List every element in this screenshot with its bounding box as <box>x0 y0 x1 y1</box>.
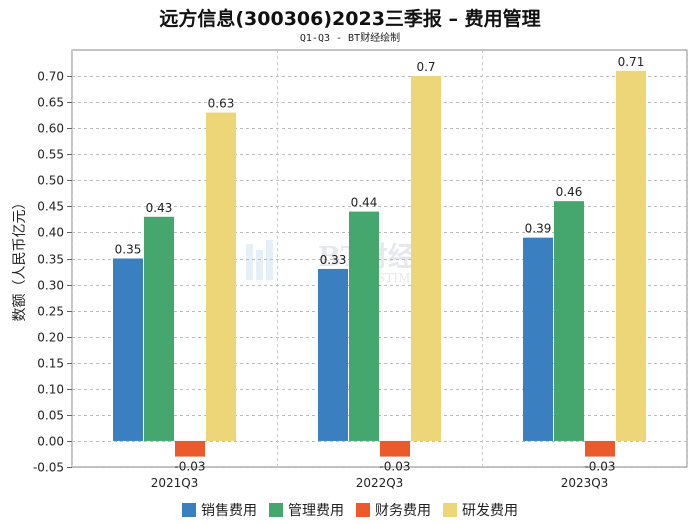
legend-label: 管理费用 <box>288 503 344 519</box>
legend-item: 管理费用 <box>269 500 344 520</box>
bar-4-2022Q3 <box>411 76 441 441</box>
bar-2-2023Q3 <box>554 201 584 441</box>
y-tick-label: 0.25 <box>37 305 64 319</box>
y-tick-label: 0.50 <box>37 174 64 188</box>
x-tick-label: 2023Q3 <box>561 476 609 490</box>
bar-2-2022Q3 <box>349 211 379 441</box>
watermark-logo-bar-1 <box>246 244 253 280</box>
data-label: 0.39 <box>525 222 552 236</box>
data-label: 0.43 <box>146 201 173 215</box>
bar-1-2021Q3 <box>113 258 143 441</box>
bar-2-2021Q3 <box>144 216 174 441</box>
data-label: 0.71 <box>618 55 645 69</box>
data-label: 0.35 <box>115 243 142 257</box>
legend-item: 财务费用 <box>356 500 431 520</box>
grid-lines <box>71 49 688 468</box>
y-tick-label: 0.05 <box>37 409 64 423</box>
x-tick-label: 2021Q3 <box>151 476 199 490</box>
legend-label: 财务费用 <box>375 503 431 519</box>
y-tick-label: -0.05 <box>33 461 64 475</box>
data-label: 0.63 <box>208 97 235 111</box>
y-tick-label: 0.55 <box>37 148 64 162</box>
legend-swatch <box>443 503 457 517</box>
data-label: 0.44 <box>351 196 378 210</box>
legend-label: 研发费用 <box>462 503 518 519</box>
data-label: -0.03 <box>379 460 410 474</box>
data-label: -0.03 <box>174 460 205 474</box>
y-tick-label: 0.30 <box>37 279 64 293</box>
chart-title: 远方信息(300306)2023三季报 – 费用管理 <box>159 8 541 30</box>
legend: 销售费用 管理费用 财务费用 研发费用 <box>0 500 700 521</box>
legend-item: 研发费用 <box>443 500 518 520</box>
y-tick-label: 0.40 <box>37 226 64 240</box>
bar-series <box>113 70 646 457</box>
legend-item: 销售费用 <box>182 500 257 520</box>
bar-4-2021Q3 <box>206 112 236 441</box>
data-label: 0.46 <box>556 185 583 199</box>
x-axis: 2021Q3 2022Q3 2023Q3 <box>151 476 609 490</box>
bar-1-2022Q3 <box>318 268 348 441</box>
y-tick-label: 0.35 <box>37 253 64 267</box>
x-tick-label: 2022Q3 <box>356 476 404 490</box>
bar-3-2022Q3 <box>380 440 410 457</box>
chart-subtitle: Q1-Q3 - BT财经绘制 <box>299 33 401 44</box>
bar-3-2023Q3 <box>585 440 615 457</box>
y-tick-label: 0.15 <box>37 357 64 371</box>
legend-swatch <box>182 503 196 517</box>
data-labels: 0.35 0.43 -0.03 0.63 0.33 0.44 -0.03 0.7 0.39 0.4… <box>115 55 645 474</box>
bar-3-2021Q3 <box>175 440 205 457</box>
y-tick-label: 0.45 <box>37 200 64 214</box>
y-tick-label: 0.10 <box>37 383 64 397</box>
y-tick-label: 0.00 <box>37 435 64 449</box>
y-tick-label: 0.70 <box>37 70 64 84</box>
legend-swatch <box>269 503 283 517</box>
data-label: -0.03 <box>584 460 615 474</box>
y-axis: -0.05 0.00 0.05 0.10 0.15 0.20 0.25 0.30 0.35 0.4… <box>33 70 72 475</box>
data-label: 0.33 <box>320 253 347 267</box>
legend-swatch <box>356 503 370 517</box>
watermark-logo-bar-2 <box>256 250 263 280</box>
bar-1-2023Q3 <box>523 237 553 441</box>
y-axis-label: 数额（人民币亿元） <box>12 196 28 322</box>
bar-4-2023Q3 <box>616 70 646 441</box>
y-tick-label: 0.65 <box>37 96 64 110</box>
data-label: 0.7 <box>416 60 435 74</box>
legend-label: 销售费用 <box>201 503 257 519</box>
y-tick-label: 0.20 <box>37 331 64 345</box>
watermark-logo-bar-3 <box>266 240 273 280</box>
y-tick-label: 0.60 <box>37 122 64 136</box>
